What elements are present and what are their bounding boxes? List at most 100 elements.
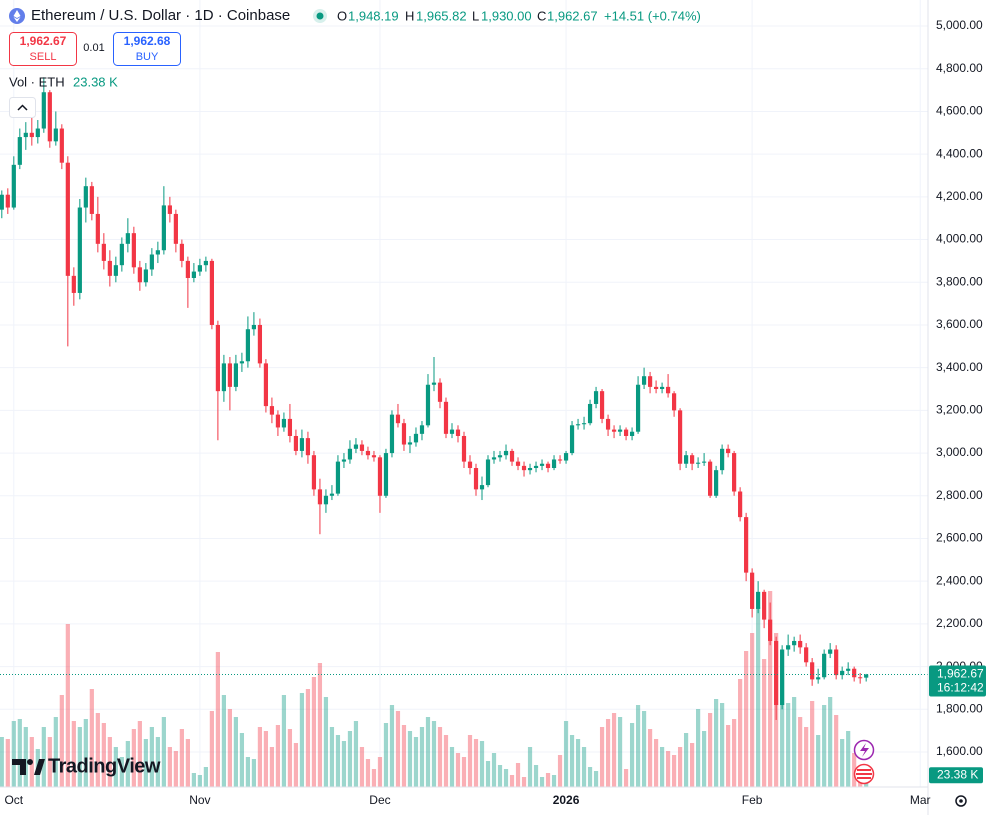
volume-bar [347,731,353,787]
volume-legend-label: Vol · ETH [9,74,65,89]
candle-body [341,459,347,462]
volume-bar [437,727,443,787]
alert-glyph [860,743,869,757]
volume-bar [756,607,761,787]
y-tick-label: 2,600.00 [936,531,983,545]
volume-bar [732,719,737,787]
settings-center [959,799,963,803]
buy-price: 1,962.68 [124,34,171,48]
candle-body [786,645,791,650]
candle-body [768,619,773,641]
candle-body [539,463,545,466]
volume-bar [125,741,130,787]
candle-body [305,438,311,456]
volume-bar [47,737,52,787]
volume-bar [119,757,124,787]
collapse-button[interactable] [9,97,36,118]
sell-button[interactable]: 1,962.67 SELL [9,32,77,66]
volume-bar [149,727,154,787]
volume-bar [467,735,473,787]
candle-body [683,455,689,464]
volume-bar [215,652,220,787]
low-value: 1,930.00 [481,8,532,23]
candle-body [726,448,731,454]
change-value: +14.51 (+0.74%) [604,8,701,23]
candle-body [647,376,653,387]
candle-body [413,433,419,443]
volume-bar [317,663,323,787]
candle-body [227,363,232,387]
volume-bar [792,697,797,787]
y-tick-label: 2,400.00 [936,573,983,587]
candle-body [738,491,743,518]
volume-bar [239,733,245,787]
volume-bar [71,721,76,787]
x-tick-label: Mar [910,793,931,807]
candle-body [221,363,226,392]
y-tick-label: 3,000.00 [936,445,983,459]
candle-body [263,363,269,407]
volume-bar [335,735,341,787]
sell-price: 1,962.67 [20,34,67,48]
candle-body [53,128,58,142]
buy-button[interactable]: 1,962.68 BUY [113,32,181,66]
candle-body [846,668,851,671]
settings-icon[interactable] [955,795,967,807]
candle-body [816,677,821,680]
candle-body [840,670,845,676]
candle-body [551,459,557,469]
volume-tag [929,767,983,784]
candle-body [641,376,647,385]
volume-bar [167,747,172,787]
candle-body [395,414,401,424]
candle-body [485,459,491,486]
volume-bar [185,739,190,787]
candle-body [155,250,160,255]
candle-body [605,418,611,430]
candle-body [708,461,713,496]
volume-bar [708,713,713,787]
volume-bar [768,591,773,787]
volume-bar [569,735,575,787]
y-tick-label: 3,600.00 [936,317,983,331]
candle-body [623,429,629,436]
volume-bar [738,679,743,787]
volume-bar [293,743,299,787]
candle-body [317,489,323,505]
price-tag [929,665,986,697]
volume-bar [401,725,407,787]
volume-bar [41,727,46,787]
logo-text: TradingView [48,755,161,777]
volume-bar [834,715,839,787]
volume-tag-value: 23.38 K [937,767,978,781]
candle-body [689,455,695,464]
candle-body [83,186,88,208]
volume-bar [77,727,82,787]
volume-bar [689,743,695,787]
candle-body [167,205,172,214]
volume-bar [5,739,10,787]
candle-body [77,207,82,293]
candle-body [323,495,329,505]
volume-bar [287,729,293,787]
volume-bar [209,711,214,787]
events-glyph [856,769,872,779]
candle-body [89,186,94,214]
y-tick-label: 4,200.00 [936,189,983,203]
buy-box[interactable] [113,32,181,66]
volume-bar [455,753,461,787]
candle-body [635,384,641,432]
candle-body [677,410,683,464]
volume-bar [101,723,106,787]
candle-body [203,260,208,266]
volume-bar [581,747,587,787]
volume-bar [533,765,539,787]
sell-box[interactable] [9,32,77,66]
candle-body [143,269,148,283]
candle-body [497,455,503,458]
collapse-icon [17,104,28,111]
volume-bar [191,773,196,787]
volume-bar [671,755,677,787]
y-tick-label: 1,600.00 [936,744,983,758]
volume-bar [179,729,184,787]
